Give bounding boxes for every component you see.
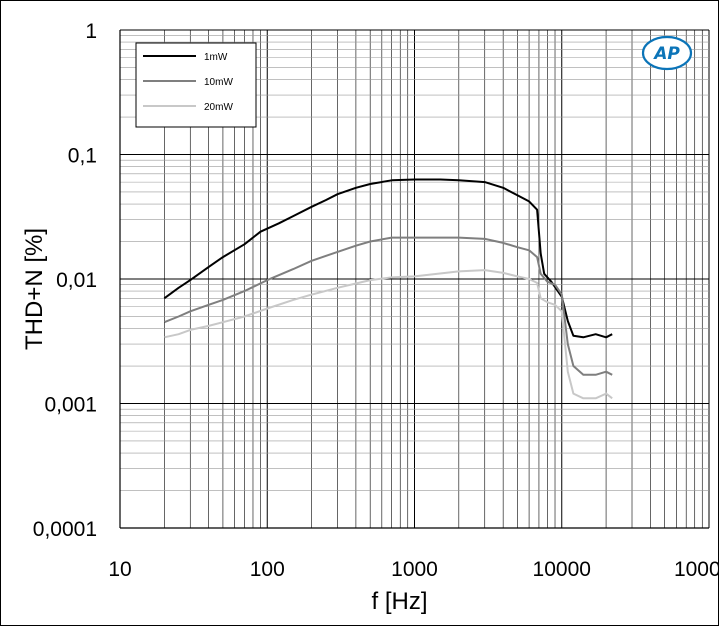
y-tick-label: 0,0001: [33, 518, 97, 541]
x-tick-label: 100: [250, 558, 285, 581]
ap-logo: AP: [641, 35, 693, 71]
legend: 1mW 10mW 20mW: [135, 42, 257, 128]
y-tick-label: 0,1: [68, 145, 97, 168]
x-tick-label: 100000: [674, 558, 719, 581]
logo-text: AP: [652, 44, 680, 64]
y-tick-label: 0,01: [56, 269, 97, 292]
x-axis-label: f [Hz]: [371, 588, 427, 615]
series-line-20mW: [164, 269, 613, 400]
y-axis-label: THD+N [%]: [21, 228, 48, 350]
legend-label: 20mW: [204, 102, 233, 113]
y-tick-label: 1: [85, 20, 97, 43]
logo-ring: [641, 35, 693, 71]
x-tick-label: 10000: [533, 558, 591, 581]
x-tick-label: 10: [108, 558, 131, 581]
y-tick-label: 0,001: [44, 394, 97, 417]
series-layer: [163, 178, 613, 400]
x-tick-label: 1000: [391, 558, 438, 581]
series-line-10mW: [163, 236, 613, 376]
legend-label: 10mW: [204, 77, 233, 88]
legend-label: 1mW: [204, 52, 228, 63]
series-line-1mW: [163, 178, 613, 339]
axes: 10 100 1000 10000 100000 1 0,1 0,01 0,001 0,0001 f…: [21, 20, 719, 615]
